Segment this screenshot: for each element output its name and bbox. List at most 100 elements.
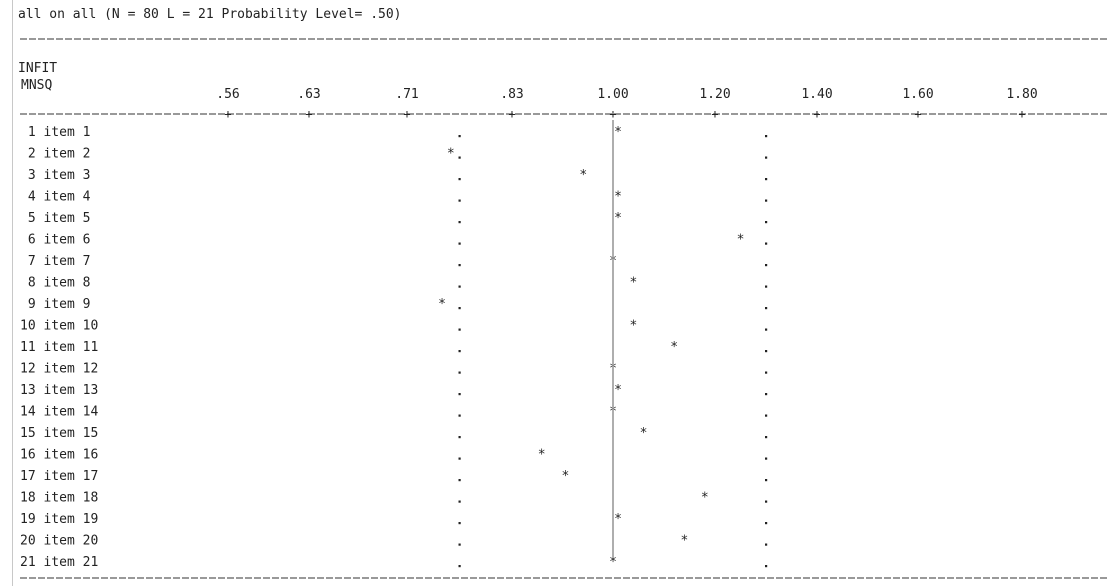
- tick-label: 1.80: [1006, 87, 1037, 102]
- infit-point: *: [680, 534, 688, 549]
- infit-point: *: [737, 233, 745, 248]
- lower-bound-dot: [458, 156, 461, 159]
- lower-bound-dot: [458, 522, 461, 525]
- infit-point: *: [614, 512, 622, 527]
- lower-bound-dot: [458, 285, 461, 288]
- tick-mark: +: [1018, 107, 1025, 121]
- tick-mark: +: [305, 107, 312, 121]
- tick-label: 1.40: [801, 87, 832, 102]
- infit-point: *: [614, 211, 622, 226]
- item-label: 1 item 1: [20, 125, 90, 140]
- lower-bound-dot: [458, 221, 461, 224]
- tick-label: 1.00: [597, 87, 628, 102]
- infit-point: *: [579, 168, 587, 183]
- infit-point: *: [614, 125, 622, 140]
- tick-mark: +: [224, 107, 231, 121]
- lower-bound-dot: [458, 242, 461, 245]
- infit-point: *: [629, 319, 637, 334]
- infit-point: *: [438, 297, 446, 312]
- upper-bound-dot: [765, 307, 768, 310]
- lower-bound-dot: [458, 264, 461, 267]
- tick-label: 1.60: [902, 87, 933, 102]
- tick-label: 1.20: [699, 87, 730, 102]
- lower-bound-dot: [458, 371, 461, 374]
- item-label: 16 item 16: [20, 448, 98, 463]
- item-label: 13 item 13: [20, 383, 98, 398]
- lower-bound-dot: [458, 500, 461, 503]
- item-label: 20 item 20: [20, 534, 98, 549]
- lower-bound-dot: [458, 565, 461, 568]
- tick-mark: +: [813, 107, 820, 121]
- upper-bound-dot: [765, 457, 768, 460]
- tick-mark: +: [914, 107, 921, 121]
- infit-point: *: [562, 469, 570, 484]
- infit-point: *: [538, 448, 546, 463]
- item-label: 10 item 10: [20, 319, 98, 334]
- chart-title: all on all (N = 80 L = 21 Probability Le…: [18, 7, 402, 22]
- item-label: 7 item 7: [20, 254, 90, 269]
- infit-point: *: [670, 340, 678, 355]
- tick-mark: +: [609, 107, 616, 121]
- upper-bound-dot: [765, 285, 768, 288]
- upper-bound-dot: [765, 350, 768, 353]
- lower-bound-dot: [458, 436, 461, 439]
- upper-bound-dot: [765, 500, 768, 503]
- item-label: 3 item 3: [20, 168, 90, 183]
- upper-bound-dot: [765, 135, 768, 138]
- infit-point: *: [629, 276, 637, 291]
- item-label: 19 item 19: [20, 512, 98, 527]
- upper-bound-dot: [765, 543, 768, 546]
- item-label: 18 item 18: [20, 491, 98, 506]
- infit-label: INFIT: [18, 61, 58, 76]
- lower-bound-dot: [458, 393, 461, 396]
- mnsq-label: MNSQ: [21, 78, 53, 93]
- item-label: 5 item 5: [20, 211, 90, 226]
- upper-bound-dot: [765, 414, 768, 417]
- lower-bound-dot: [458, 199, 461, 202]
- lower-bound-dot: [458, 307, 461, 310]
- upper-bound-dot: [765, 371, 768, 374]
- item-label: 21 item 21: [20, 555, 98, 570]
- infit-point: *: [447, 147, 455, 162]
- item-label: 15 item 15: [20, 426, 98, 441]
- lower-bound-dot: [458, 457, 461, 460]
- lower-bound-dot: [458, 479, 461, 482]
- upper-bound-dot: [765, 156, 768, 159]
- item-label: 12 item 12: [20, 362, 98, 377]
- tick-label: .83: [500, 87, 523, 102]
- item-label: 2 item 2: [20, 147, 90, 162]
- infit-point: *: [614, 190, 622, 205]
- upper-bound-dot: [765, 328, 768, 331]
- item-label: 6 item 6: [20, 233, 90, 248]
- upper-bound-dot: [765, 393, 768, 396]
- lower-bound-dot: [458, 135, 461, 138]
- tick-mark: +: [711, 107, 718, 121]
- upper-bound-dot: [765, 199, 768, 202]
- upper-bound-dot: [765, 264, 768, 267]
- item-label: 17 item 17: [20, 469, 98, 484]
- item-label: 9 item 9: [20, 297, 90, 312]
- tick-label: .63: [297, 87, 320, 102]
- infit-point: *: [609, 555, 617, 570]
- item-label: 4 item 4: [20, 190, 91, 205]
- lower-bound-dot: [458, 350, 461, 353]
- item-label: 14 item 14: [20, 405, 98, 420]
- tick-label: .56: [216, 87, 239, 102]
- lower-bound-dot: [458, 414, 461, 417]
- lower-bound-dot: [458, 178, 461, 181]
- tick-label: .71: [395, 87, 418, 102]
- infit-point: *: [614, 383, 622, 398]
- upper-bound-dot: [765, 479, 768, 482]
- upper-bound-dot: [765, 221, 768, 224]
- lower-bound-dot: [458, 543, 461, 546]
- lower-bound-dot: [458, 328, 461, 331]
- tick-mark: +: [403, 107, 410, 121]
- infit-point: *: [640, 426, 648, 441]
- upper-bound-dot: [765, 242, 768, 245]
- item-label: 11 item 11: [20, 340, 98, 355]
- upper-bound-dot: [765, 436, 768, 439]
- infit-point: *: [701, 491, 709, 506]
- upper-bound-dot: [765, 565, 768, 568]
- upper-bound-dot: [765, 522, 768, 525]
